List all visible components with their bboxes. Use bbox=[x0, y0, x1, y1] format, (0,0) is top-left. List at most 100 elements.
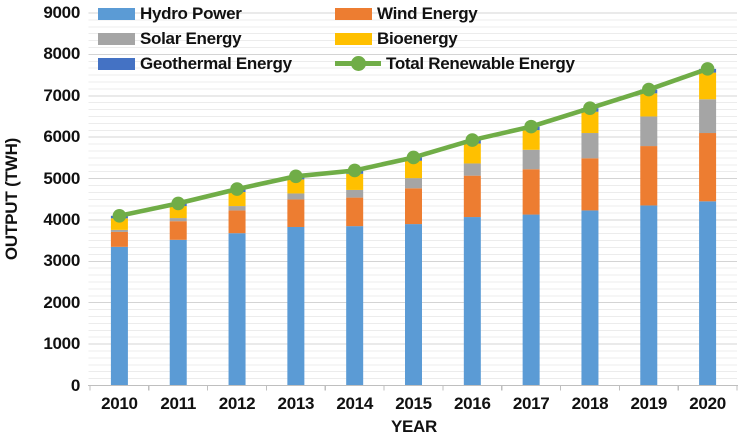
y-tick-label-6000: 6000 bbox=[43, 127, 80, 147]
line-marker-2019 bbox=[641, 82, 656, 97]
legend-label-solar-energy: Solar Energy bbox=[140, 28, 242, 48]
legend-marker-icon bbox=[351, 56, 366, 71]
x-tick-label-2012: 2012 bbox=[218, 394, 256, 413]
line-marker-2012 bbox=[230, 182, 244, 196]
line-marker-2014 bbox=[347, 163, 362, 178]
legend-label-bioenergy: Bioenergy bbox=[377, 28, 458, 48]
y-tick-label-0: 0 bbox=[70, 375, 80, 395]
legend-label-total-renewable-energy: Total Renewable Energy bbox=[386, 53, 575, 73]
bar-2014-wind-energy bbox=[346, 197, 364, 227]
x-tick-label-2011: 2011 bbox=[160, 394, 197, 413]
line-marker-2018 bbox=[583, 101, 597, 115]
y-tick-label-3000: 3000 bbox=[43, 251, 80, 271]
bar-2018-hydro-power bbox=[581, 210, 599, 386]
bar-2013-bioenergy bbox=[287, 179, 305, 194]
x-tick-label-2015: 2015 bbox=[395, 394, 432, 413]
bar-2015-bioenergy bbox=[405, 160, 422, 179]
legend-swatch-bioenergy bbox=[335, 32, 372, 45]
bar-2012-bioenergy bbox=[228, 192, 246, 207]
legend-swatch-wind-energy bbox=[335, 7, 372, 20]
bar-2020-solar-energy bbox=[699, 99, 717, 134]
bar-2017-hydro-power bbox=[522, 214, 540, 386]
y-tick-label-5000: 5000 bbox=[43, 168, 80, 188]
line-marker-2016 bbox=[465, 133, 480, 147]
line-marker-2017 bbox=[524, 119, 538, 134]
x-tick-label-2019: 2019 bbox=[630, 394, 668, 413]
bar-2014-bioenergy bbox=[346, 173, 364, 190]
y-axis-title: OUTPUT (TWH) bbox=[2, 137, 21, 261]
line-marker-2010 bbox=[112, 209, 127, 223]
bar-2019-hydro-power bbox=[640, 205, 658, 386]
bar-2010-wind-energy bbox=[110, 231, 128, 247]
legend-item-geothermal-energy: Geothermal Energy bbox=[98, 51, 335, 76]
bar-2015-hydro-power bbox=[405, 224, 422, 386]
bar-2010-hydro-power bbox=[110, 246, 128, 386]
y-tick-label-4000: 4000 bbox=[43, 209, 80, 229]
x-tick-label-2020: 2020 bbox=[689, 394, 726, 413]
x-tick-label-2016: 2016 bbox=[454, 394, 491, 413]
x-tick-label-2017: 2017 bbox=[512, 394, 550, 413]
bar-2011-solar-energy bbox=[169, 218, 187, 222]
bar-2011-bioenergy bbox=[169, 206, 187, 219]
x-tick-label-2013: 2013 bbox=[277, 394, 315, 413]
y-tick-label-1000: 1000 bbox=[43, 334, 80, 354]
legend-label-hydro-power: Hydro Power bbox=[140, 3, 242, 23]
bar-2016-bioenergy bbox=[463, 143, 481, 164]
bar-2020-wind-energy bbox=[699, 133, 717, 202]
bar-2014-solar-energy bbox=[346, 189, 364, 198]
bar-2019-wind-energy bbox=[640, 146, 658, 206]
bar-2018-wind-energy bbox=[581, 158, 599, 211]
bar-2017-bioenergy bbox=[522, 130, 540, 150]
legend-label-wind-energy: Wind Energy bbox=[377, 3, 478, 23]
bar-2011-hydro-power bbox=[169, 239, 187, 386]
bar-2020-bioenergy bbox=[699, 72, 717, 100]
y-tick-label-9000: 9000 bbox=[43, 3, 80, 22]
legend-swatch-solar-energy bbox=[98, 32, 135, 45]
x-axis-title: YEAR bbox=[390, 417, 438, 436]
bar-2018-bioenergy bbox=[581, 111, 599, 134]
line-marker-2011 bbox=[171, 196, 186, 211]
bar-2020-hydro-power bbox=[699, 201, 717, 386]
bar-2015-wind-energy bbox=[405, 188, 422, 225]
bar-2010-bioenergy bbox=[110, 218, 128, 230]
x-tick-label-2014: 2014 bbox=[336, 394, 373, 413]
legend-swatch-hydro-power bbox=[98, 7, 135, 20]
bar-2012-solar-energy bbox=[228, 206, 246, 211]
bar-2016-hydro-power bbox=[463, 217, 481, 386]
y-tick-label-2000: 2000 bbox=[43, 292, 80, 312]
bar-2011-wind-energy bbox=[169, 221, 187, 240]
bar-2016-wind-energy bbox=[463, 175, 481, 218]
bar-2017-solar-energy bbox=[522, 149, 540, 170]
x-tick-label-2010: 2010 bbox=[101, 394, 138, 413]
line-marker-2020 bbox=[700, 62, 715, 76]
bar-2012-hydro-power bbox=[228, 233, 246, 386]
legend: Hydro Power Wind Energy Solar Energy Bioene… bbox=[98, 1, 575, 76]
legend-swatch-geothermal-energy bbox=[98, 57, 135, 70]
bar-2018-solar-energy bbox=[581, 133, 599, 159]
x-tick-label-2018: 2018 bbox=[571, 394, 609, 413]
legend-label-geothermal-energy: Geothermal Energy bbox=[140, 53, 292, 73]
legend-item-hydro-power: Hydro Power bbox=[98, 1, 335, 26]
bar-2016-solar-energy bbox=[463, 163, 481, 176]
legend-item-wind-energy: Wind Energy bbox=[335, 1, 575, 26]
bar-2017-wind-energy bbox=[522, 169, 540, 215]
bar-2010-solar-energy bbox=[110, 229, 128, 232]
bar-2014-hydro-power bbox=[346, 226, 364, 386]
bar-2019-solar-energy bbox=[640, 116, 658, 147]
bar-2015-solar-energy bbox=[405, 178, 422, 189]
bar-2019-bioenergy bbox=[640, 93, 658, 117]
legend-item-total-renewable-energy: Total Renewable Energy bbox=[335, 51, 575, 76]
y-tick-label-7000: 7000 bbox=[43, 85, 80, 105]
y-tick-label-8000: 8000 bbox=[43, 44, 80, 64]
bar-2013-hydro-power bbox=[287, 226, 305, 386]
legend-item-solar-energy: Solar Energy bbox=[98, 26, 335, 51]
line-marker-2013 bbox=[289, 169, 303, 184]
bar-2012-wind-energy bbox=[228, 210, 246, 234]
legend-line-sample-total-renewable-energy bbox=[335, 56, 381, 71]
line-marker-2015 bbox=[406, 150, 421, 165]
bar-2013-wind-energy bbox=[287, 199, 305, 227]
legend-item-bioenergy: Bioenergy bbox=[335, 26, 575, 51]
bar-2013-solar-energy bbox=[287, 193, 305, 200]
